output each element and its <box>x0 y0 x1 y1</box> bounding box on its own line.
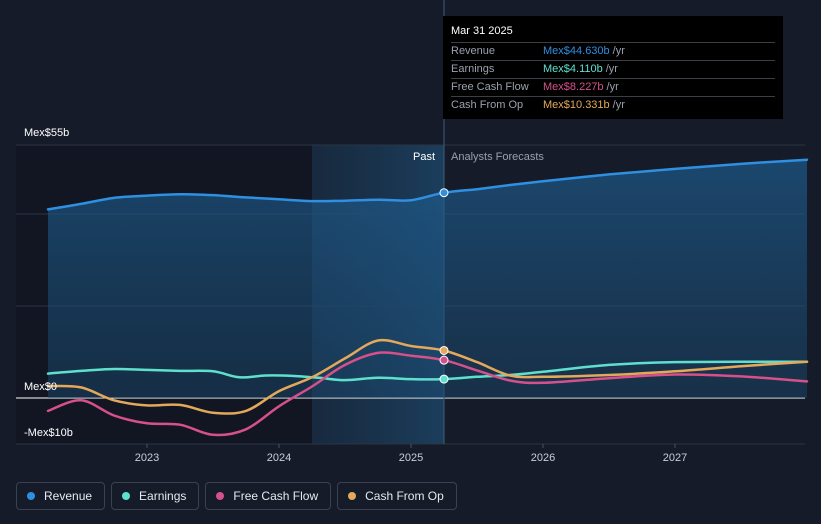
tooltip-value: Mex$44.630b <box>543 45 610 57</box>
legend-item-cash-from-op[interactable]: Cash From Op <box>337 482 457 510</box>
x-tick-label: 2023 <box>135 452 159 464</box>
tooltip-unit: /yr <box>605 63 618 75</box>
tooltip-value: Mex$4.110b <box>543 63 603 75</box>
legend-item-earnings[interactable]: Earnings <box>111 482 200 510</box>
earnings-line <box>46 360 809 382</box>
cfo-highlight-point <box>439 345 449 355</box>
tooltip-unit: /yr <box>612 45 625 57</box>
cash-from-op-dot-icon <box>348 492 357 500</box>
revenue-line <box>46 158 809 211</box>
revenue-highlight-point <box>439 188 449 198</box>
revenue-area <box>48 159 807 398</box>
x-tick-label: 2024 <box>267 452 291 464</box>
fcf-highlight-point <box>439 355 449 365</box>
x-tick-label: 2025 <box>399 452 423 464</box>
cfo-line <box>46 338 809 415</box>
legend-label: Free Cash Flow <box>233 489 319 503</box>
legend-item-free-cash-flow[interactable]: Free Cash Flow <box>205 482 332 510</box>
tooltip-row-earnings: Earnings Mex$4.110b /yr <box>451 60 775 78</box>
tooltip-date: Mar 31 2025 <box>451 25 513 37</box>
y-axis-bottom-label: -Mex$10b <box>24 427 73 439</box>
earnings-dot-icon <box>122 492 131 500</box>
forecast-label: Analysts Forecasts <box>451 151 544 163</box>
tooltip-label: Cash From Op <box>451 99 524 111</box>
free-cash-flow-dot-icon <box>216 492 225 500</box>
y-axis-top-label: Mex$55b <box>24 127 69 139</box>
x-tick-label: 2026 <box>531 452 555 464</box>
earnings-highlight-point <box>439 374 449 384</box>
tooltip-unit: /yr <box>612 99 625 111</box>
legend-label: Revenue <box>44 489 93 503</box>
legend-item-revenue[interactable]: Revenue <box>16 482 106 510</box>
tooltip-unit: /yr <box>606 81 619 93</box>
tooltip-value: Mex$10.331b <box>543 99 610 111</box>
fcf-line <box>46 351 809 437</box>
tooltip-label: Revenue <box>451 45 496 57</box>
tooltip-row-cash-from-op: Cash From Op Mex$10.331b /yr <box>451 96 775 114</box>
past-label: Past <box>413 151 435 163</box>
tooltip-label: Earnings <box>451 63 495 75</box>
revenue-dot-icon <box>27 492 35 500</box>
legend-label: Earnings <box>139 489 187 503</box>
tooltip-label: Free Cash Flow <box>451 81 529 93</box>
tooltip: Mar 31 2025 Revenue Mex$44.630b /yr Earn… <box>443 16 783 119</box>
x-tick-label: 2027 <box>663 452 687 464</box>
tooltip-value: Mex$8.227b <box>543 81 604 93</box>
tooltip-row-revenue: Revenue Mex$44.630b /yr <box>451 42 775 60</box>
tooltip-row-free-cash-flow: Free Cash Flow Mex$8.227b /yr <box>451 78 775 96</box>
legend-label: Cash From Op <box>365 489 444 503</box>
y-axis-zero-label: Mex$0 <box>24 381 57 393</box>
legend: Revenue Earnings Free Cash Flow Cash Fro… <box>16 482 457 510</box>
